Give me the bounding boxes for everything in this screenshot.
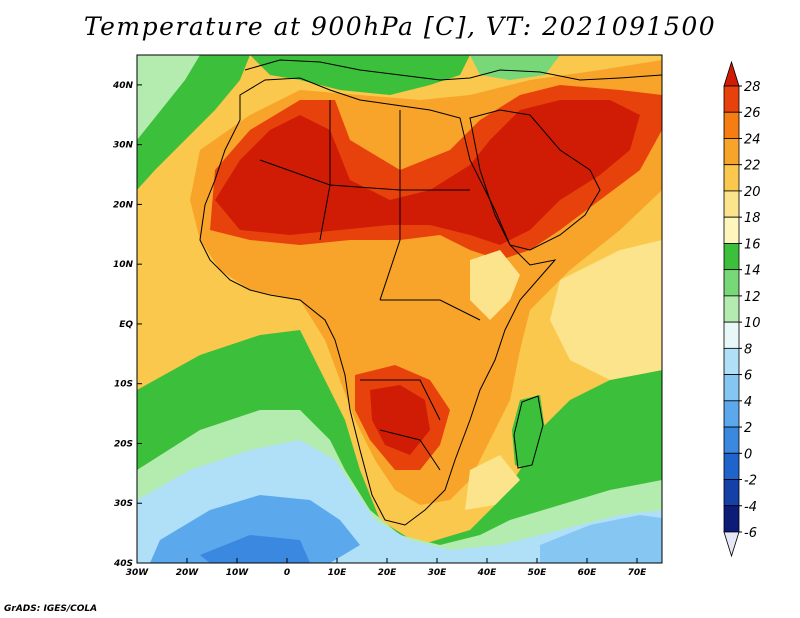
temperature-field (137, 55, 662, 563)
colorbar-label: 16 (744, 237, 761, 252)
field-sahara-hottest (215, 100, 640, 245)
x-tick-label: 20W (176, 568, 200, 578)
colorbar-segment (723, 321, 740, 349)
y-tick-label: 10S (114, 380, 133, 390)
colorbar-label: 28 (744, 80, 761, 95)
colorbar-segment (723, 452, 740, 480)
colorbar-label: 4 (744, 395, 752, 410)
x-tick-label: 70E (628, 568, 648, 578)
field-east-ocean-blue (540, 515, 662, 563)
field-southern-africa-hottest (370, 385, 430, 455)
colorbar-segment (723, 400, 740, 428)
x-tick-label: 40E (477, 568, 498, 578)
colorbar-label: 8 (744, 342, 752, 357)
colorbar-label: 26 (744, 106, 761, 121)
colorbar-label: 18 (744, 211, 761, 226)
colorbar-segment (723, 479, 740, 507)
y-tick-label: EQ (119, 320, 133, 330)
colorbar-label: -4 (744, 500, 757, 515)
colorbar-segment (723, 85, 740, 113)
coastlines (199, 59, 662, 526)
africa-coastline (199, 77, 557, 526)
x-tick-label: 50E (528, 568, 548, 578)
field-indian-ocean (550, 240, 662, 380)
border-3 (379, 110, 401, 301)
field-madagascar-green (512, 395, 545, 470)
colorbar-segment (723, 505, 740, 533)
colorbar-segment (723, 269, 740, 297)
colorbar-segment (723, 138, 740, 166)
y-tick-label: 30S (114, 499, 133, 509)
colorbar-label: -6 (744, 526, 757, 541)
colorbar-segment (723, 190, 740, 218)
x-tick-label: 10W (226, 568, 250, 578)
colorbar-bottom-arrow (723, 531, 740, 558)
field-south-ocean-deepblue (200, 535, 310, 563)
field-caspian-green (470, 55, 560, 80)
colorbar-label: 6 (744, 369, 752, 384)
colorbar-top-arrow (723, 60, 740, 87)
axis-ticks: 30W 20W 10W 0 10E 20E 30E 40E 50E 60E 70E 40N 30N 20N… (112, 81, 647, 578)
border-6 (379, 429, 441, 471)
y-tick-label: 30N (113, 141, 134, 151)
colorbar-segment (723, 374, 740, 402)
x-tick-label: 30W (126, 568, 150, 578)
field-south-ocean-blue (150, 495, 360, 563)
x-tick-label: 20E (378, 568, 398, 578)
colorbar-label: 14 (744, 264, 761, 279)
colorbar-label: 22 (744, 159, 761, 174)
field-ethiopia-cool (470, 250, 520, 320)
border-2 (319, 100, 331, 241)
y-tick-label: 20N (113, 200, 134, 210)
colorbar-segment (723, 216, 740, 244)
colorbar-label: 24 (744, 132, 761, 147)
arabia-coastline (469, 109, 601, 251)
colorbar-label: 10 (744, 316, 761, 331)
border-5 (360, 379, 441, 421)
madagascar-coastline (513, 395, 544, 469)
colorbar-segment (723, 111, 740, 139)
colorbar-segment (723, 164, 740, 192)
colorbar-label: 0 (744, 447, 752, 462)
colorbar-label: 12 (744, 290, 761, 305)
field-atlantic-palegreen (137, 55, 200, 140)
colorbar-segment (723, 295, 740, 323)
colorbar-label: -2 (744, 474, 757, 489)
x-tick-label: 30E (428, 568, 448, 578)
chart-title: Temperature at 900hPa [C], VT: 202109150… (83, 12, 717, 41)
x-tick-label: 10E (328, 568, 348, 578)
credit-label: GrADS: IGES/COLA (4, 604, 98, 614)
colorbar-segment (723, 426, 740, 454)
border-4 (380, 299, 481, 321)
field-southeast-coast (465, 455, 520, 510)
y-tick-label: 40S (113, 559, 133, 569)
y-tick-label: 20S (114, 439, 133, 449)
field-europe-green (250, 55, 470, 95)
map-frame (136, 54, 663, 564)
europe-coastline (244, 59, 662, 81)
y-tick-label: 10N (113, 260, 134, 270)
x-tick-label: 60E (578, 568, 598, 578)
border-1 (259, 159, 470, 191)
y-tick-label: 40N (112, 81, 134, 91)
colorbar-label: 20 (744, 185, 761, 200)
colorbar-segment (723, 243, 740, 271)
x-tick-label: 0 (284, 568, 290, 578)
colorbar-label: 2 (744, 421, 752, 436)
colorbar-segment (723, 347, 740, 375)
